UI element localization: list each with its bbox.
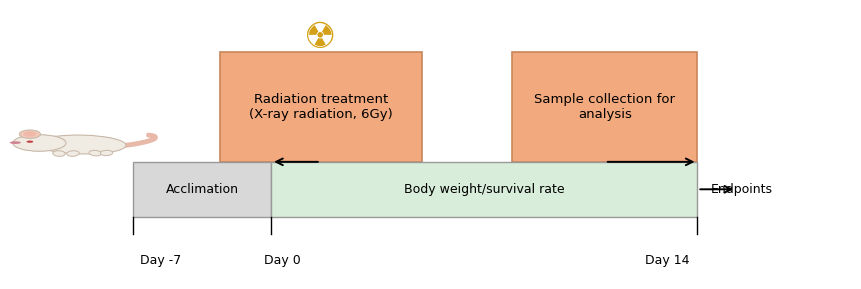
Ellipse shape <box>9 141 21 144</box>
Ellipse shape <box>27 140 34 143</box>
Ellipse shape <box>13 135 66 151</box>
Ellipse shape <box>89 150 102 156</box>
Ellipse shape <box>101 150 113 155</box>
Ellipse shape <box>19 130 40 138</box>
FancyBboxPatch shape <box>271 162 697 217</box>
Text: Day 14: Day 14 <box>645 254 690 266</box>
Text: Radiation treatment
(X-ray radiation, 6Gy): Radiation treatment (X-ray radiation, 6G… <box>249 93 393 121</box>
FancyBboxPatch shape <box>133 162 271 217</box>
Ellipse shape <box>53 151 65 156</box>
Ellipse shape <box>24 131 36 137</box>
FancyBboxPatch shape <box>220 52 422 162</box>
Text: Body weight/survival rate: Body weight/survival rate <box>404 183 565 196</box>
Text: Day 0: Day 0 <box>264 254 300 266</box>
Text: Acclimation: Acclimation <box>166 183 238 196</box>
Ellipse shape <box>37 135 126 154</box>
Text: Sample collection for
analysis: Sample collection for analysis <box>535 93 675 121</box>
Text: Endpoints: Endpoints <box>710 183 772 196</box>
Text: Day -7: Day -7 <box>140 254 182 266</box>
Ellipse shape <box>67 151 79 156</box>
Text: ☢: ☢ <box>304 21 337 55</box>
FancyBboxPatch shape <box>512 52 697 162</box>
